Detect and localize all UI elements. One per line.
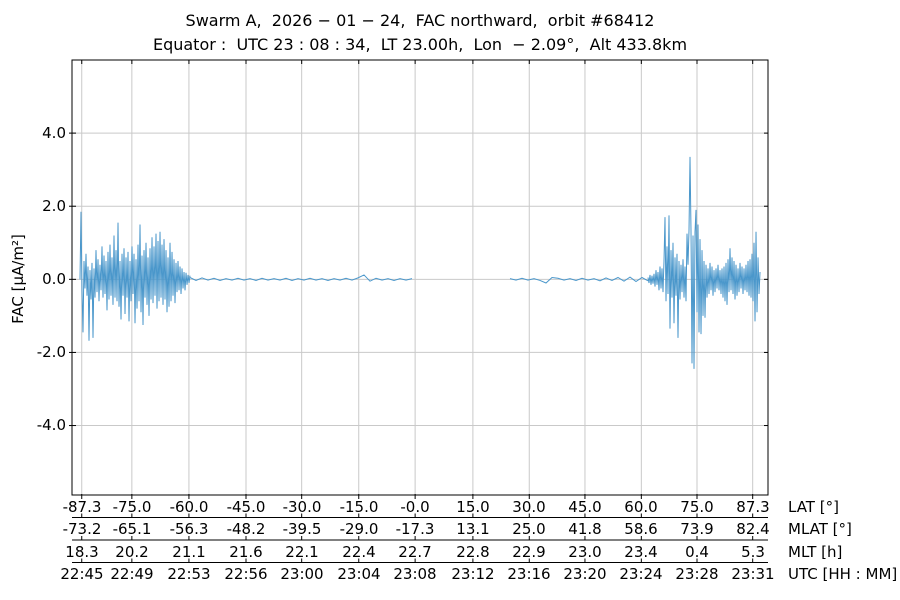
x-tick-label: 23:24 [619, 565, 663, 583]
x-tick-label: -17.3 [395, 520, 435, 538]
x-tick-label: 25.0 [512, 520, 546, 538]
x-tick-label: -87.3 [62, 498, 102, 516]
x-tick-label: 45.0 [568, 498, 602, 516]
x-tick-label: 15.0 [456, 498, 490, 516]
x-tick-label: 22:49 [110, 565, 154, 583]
x-tick-label: 23:00 [280, 565, 324, 583]
x-tick-label: -48.2 [226, 520, 266, 538]
x-tick-label: -75.0 [112, 498, 152, 516]
x-tick-label: 13.1 [456, 520, 490, 538]
fac-trace [647, 156, 761, 369]
x-tick-label: 23:08 [393, 565, 437, 583]
x-tick-label: 18.3 [65, 543, 99, 561]
x-tick-label: -45.0 [226, 498, 266, 516]
x-tick-label: 30.0 [512, 498, 546, 516]
x-tick-label: 75.0 [680, 498, 714, 516]
x-tick-label: 41.8 [568, 520, 602, 538]
y-tick-label: -2.0 [36, 343, 66, 361]
x-tick-label: 58.6 [624, 520, 658, 538]
x-tick-label: 21.6 [229, 543, 263, 561]
x-tick-label: 22.4 [342, 543, 376, 561]
x-tick-label: 21.1 [172, 543, 206, 561]
x-tick-label: 23:28 [675, 565, 719, 583]
x-tick-label: 0.4 [685, 543, 709, 561]
x-tick-label: 20.2 [115, 543, 149, 561]
x-tick-label: -15.0 [339, 498, 379, 516]
x-tick-label: -65.1 [112, 520, 152, 538]
x-tick-label: 22.7 [398, 543, 432, 561]
x-tick-label: 23:31 [731, 565, 775, 583]
x-tick-label: 23.0 [568, 543, 602, 561]
axis-row-label-mlat: MLAT [°] [788, 520, 852, 538]
x-tick-label: 23:20 [563, 565, 607, 583]
x-tick-label: -73.2 [62, 520, 102, 538]
y-tick-label: 0.0 [42, 270, 66, 288]
y-tick-label: 4.0 [42, 124, 66, 142]
plot-frame [71, 59, 769, 496]
fac-trace [509, 276, 649, 284]
x-tick-label: -0.0 [400, 498, 430, 516]
x-tick-label: 22.9 [512, 543, 546, 561]
figure-title: Swarm A, 2026 − 01 − 24, FAC northward, … [185, 11, 655, 30]
x-tick-label: 22.1 [285, 543, 319, 561]
x-tick-label: -60.0 [169, 498, 209, 516]
x-tick-label: 22:56 [224, 565, 268, 583]
x-tick-label: 23:12 [451, 565, 495, 583]
x-tick-label: 22:45 [60, 565, 104, 583]
x-tick-label: -29.0 [339, 520, 379, 538]
x-tick-label: 22.8 [456, 543, 490, 561]
x-tick-label: 23:16 [507, 565, 551, 583]
x-tick-label: 60.0 [624, 498, 658, 516]
fac-trace [189, 274, 413, 282]
y-tick-label: -4.0 [36, 416, 66, 434]
x-tick-label: -39.5 [282, 520, 322, 538]
x-tick-label: 5.3 [741, 543, 765, 561]
x-tick-label: 22:53 [167, 565, 211, 583]
y-tick-label: 2.0 [42, 197, 66, 215]
x-tick-label: 73.9 [680, 520, 714, 538]
axis-row-label-lat: LAT [°] [788, 498, 839, 516]
axis-row-label-utc: UTC [HH : MM] [788, 565, 898, 583]
x-tick-label: 87.3 [736, 498, 770, 516]
fac-trace [79, 211, 191, 341]
axis-row-label-mlt: MLT [h] [788, 543, 843, 561]
x-tick-label: -30.0 [282, 498, 322, 516]
figure-subtitle: Equator : UTC 23 : 08 : 34, LT 23.00h, L… [152, 35, 688, 54]
x-tick-label: -56.3 [169, 520, 209, 538]
x-tick-label: 23:04 [337, 565, 381, 583]
x-tick-label: 23.4 [624, 543, 658, 561]
x-tick-label: 82.4 [736, 520, 770, 538]
